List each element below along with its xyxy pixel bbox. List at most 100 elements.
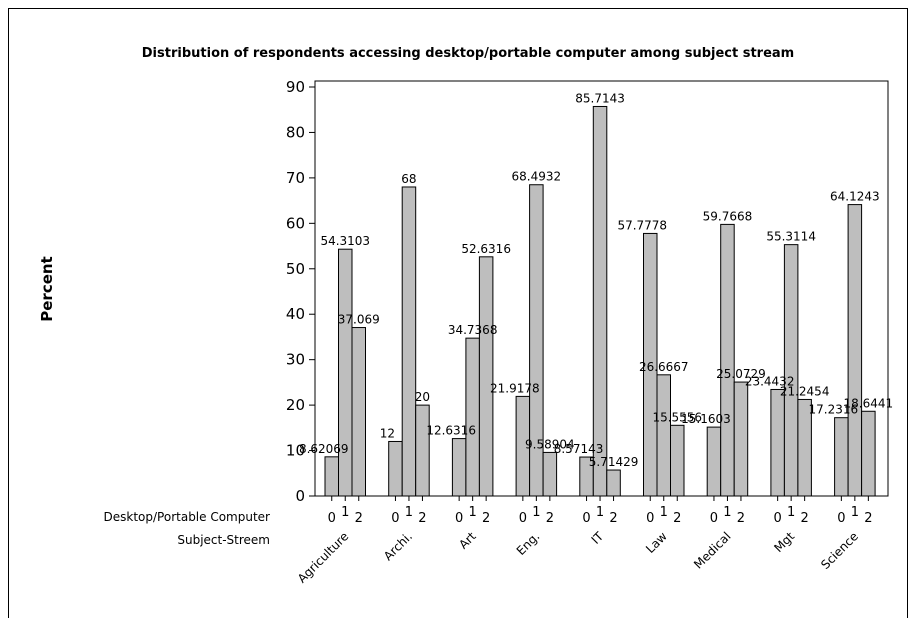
data-label: 68.4932 <box>512 170 562 184</box>
x-subcategory-label: 1 <box>469 505 477 520</box>
x-category-label: Mgt <box>771 529 797 555</box>
y-tick-label: 60 <box>286 214 305 232</box>
x-category-label: Law <box>643 529 670 556</box>
chart-frame <box>8 8 908 618</box>
bar-medical-1 <box>720 223 735 497</box>
bar-art-0 <box>451 438 467 497</box>
data-label: 21.2454 <box>780 384 830 398</box>
y-tick-label: 90 <box>286 78 305 96</box>
x-subcategory-label: 0 <box>391 511 399 526</box>
data-label: 64.1243 <box>830 190 880 204</box>
data-label: 9.58904 <box>525 437 575 451</box>
bar-science-0 <box>834 417 849 497</box>
data-label: 17.2316 <box>809 403 859 417</box>
data-label: 55.3114 <box>766 230 816 244</box>
x-subcategory-label: 2 <box>801 511 809 526</box>
y-tick-label: 0 <box>295 487 305 505</box>
x-subcategory-label: 1 <box>405 505 413 520</box>
bar-medical-2 <box>733 381 749 497</box>
x-subcategory-label: 1 <box>851 505 859 520</box>
data-labels-group: 8.62069 54.3103 37.069 12 68 20 12.6316 34.7368… <box>299 91 893 469</box>
x-subcategory-label: 0 <box>455 511 463 526</box>
x-category-label: Science <box>818 529 861 572</box>
x-subcategory-label: 2 <box>864 511 872 526</box>
y-tick-label: 40 <box>286 305 305 323</box>
x-axis-row-label-category: Subject-Streem <box>177 533 270 547</box>
x-category-label: Archi. <box>381 529 415 563</box>
data-label: 52.6316 <box>461 242 511 256</box>
data-label: 25.0729 <box>716 367 766 381</box>
y-axis-label: Percent <box>38 256 56 321</box>
x-subcategory-label: 0 <box>837 511 845 526</box>
bar-archi-1 <box>401 186 417 497</box>
bar-science-2 <box>861 410 876 497</box>
data-label: 54.3103 <box>320 234 370 248</box>
bar-agriculture-2 <box>351 327 366 497</box>
x-subcategory-label: 1 <box>341 505 349 520</box>
bar-agriculture-0 <box>324 456 339 497</box>
x-category-label: Medical <box>691 529 733 571</box>
data-label: 21.9178 <box>490 381 540 395</box>
x-subcategory-label: 1 <box>787 505 795 520</box>
data-label: 20 <box>415 390 430 404</box>
data-label: 8.57143 <box>554 442 604 456</box>
bar-archi-0 <box>388 440 403 497</box>
data-label: 37.069 <box>338 313 380 327</box>
data-label: 23.4432 <box>745 374 795 388</box>
bar-law-1 <box>656 374 671 497</box>
bar-science-1 <box>847 204 863 497</box>
x-subcategory-label: 2 <box>609 511 617 526</box>
x-category-label: Eng. <box>514 529 543 558</box>
bar-it-1 <box>592 105 608 497</box>
x-subcategory-label: 0 <box>582 511 590 526</box>
y-axis: 0 10 20 30 40 50 60 70 80 90 <box>286 78 315 505</box>
data-label: 15.1603 <box>681 412 731 426</box>
data-label: 59.7668 <box>703 209 753 223</box>
data-label: 12 <box>380 426 395 440</box>
data-label: 12.6316 <box>426 424 476 438</box>
data-label: 15.5556 <box>652 410 702 424</box>
y-tick-label: 50 <box>286 260 305 278</box>
y-tick-label: 10 <box>286 442 305 460</box>
x-subcategory-label: 0 <box>328 511 336 526</box>
x-subcategory-label: 1 <box>532 505 540 520</box>
y-tick-label: 70 <box>286 169 305 187</box>
x-subcategory-label: 1 <box>660 505 668 520</box>
x-axis-row-label-sub: Desktop/Portable Computer <box>104 510 271 524</box>
bar-agriculture-1 <box>338 248 353 497</box>
bar-archi-2 <box>415 404 430 497</box>
x-category-label: IT <box>589 529 607 547</box>
x-subcategory-label: 0 <box>710 511 718 526</box>
y-tick-label: 80 <box>286 123 305 141</box>
data-label: 68 <box>401 172 416 186</box>
bar-art-1 <box>465 337 480 497</box>
x-category-label: Agriculture <box>295 529 352 586</box>
data-label: 5.71429 <box>589 455 639 469</box>
data-label: 57.7778 <box>617 218 667 232</box>
x-subcategory-label: 1 <box>723 505 731 520</box>
bar-it-2 <box>606 469 621 497</box>
x-subcategory-label: 2 <box>673 511 681 526</box>
x-category-label: Art <box>456 529 479 552</box>
x-subcategory-label: 2 <box>418 511 426 526</box>
data-label: 85.7143 <box>575 91 625 105</box>
data-label: 26.6667 <box>639 360 689 374</box>
data-label: 8.62069 <box>299 442 349 456</box>
x-subcategory-label: 2 <box>355 511 363 526</box>
bar-mgt-0 <box>770 388 785 497</box>
x-subcategory-label: 1 <box>596 505 604 520</box>
x-subcategory-label: 2 <box>546 511 554 526</box>
bar-mgt-1 <box>783 244 799 497</box>
x-subcategory-label: 0 <box>519 511 527 526</box>
x-subcategory-label: 2 <box>737 511 745 526</box>
data-label: 18.6441 <box>844 396 894 410</box>
bar-art-2 <box>478 256 494 497</box>
bar-medical-0 <box>706 426 722 497</box>
chart-title: Distribution of respondents accessing de… <box>142 46 794 61</box>
y-tick-label: 20 <box>286 396 305 414</box>
data-label: 34.7368 <box>448 323 498 337</box>
bars-group <box>324 105 876 497</box>
x-subcategory-label: 2 <box>482 511 490 526</box>
